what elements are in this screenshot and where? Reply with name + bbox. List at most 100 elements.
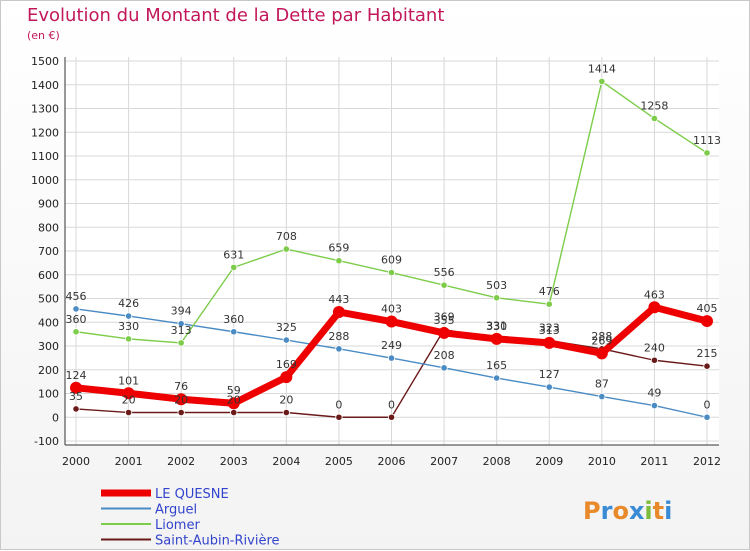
y-tick-label: 900: [38, 198, 59, 211]
data-label: 1113: [693, 134, 721, 147]
y-tick-label: -100: [34, 435, 59, 448]
y-tick-label: 1500: [31, 55, 59, 68]
data-point: [703, 413, 711, 421]
y-tick-label: 500: [38, 293, 59, 306]
x-tick-label: 2006: [378, 455, 406, 468]
x-tick-label: 2007: [430, 455, 458, 468]
data-point: [72, 405, 80, 413]
data-point: [335, 257, 343, 265]
data-label: 313: [171, 324, 192, 337]
data-label: 76: [174, 380, 188, 393]
data-point: [598, 392, 606, 401]
data-label: 394: [171, 305, 192, 318]
data-label: 330: [486, 320, 507, 333]
data-point: [387, 354, 396, 362]
data-label: 249: [381, 339, 402, 352]
legend-label: Arguel: [155, 503, 197, 518]
proxiti-logo: Proxiti: [583, 497, 672, 525]
data-label: 0: [335, 398, 342, 411]
data-point: [230, 263, 238, 271]
data-point: [175, 393, 188, 406]
legend-label: Liomer: [155, 518, 200, 533]
y-tick-label: 200: [38, 364, 59, 377]
data-point: [701, 315, 713, 328]
data-point: [280, 371, 293, 384]
data-label: 360: [66, 313, 87, 326]
y-tick-label: 800: [38, 221, 59, 234]
data-label: 49: [647, 387, 661, 400]
data-point: [122, 387, 135, 400]
x-tick-label: 2009: [535, 455, 563, 468]
data-label: 659: [328, 242, 349, 255]
data-label: 503: [486, 279, 507, 292]
data-label: 556: [434, 266, 455, 279]
data-label: 215: [697, 347, 718, 360]
data-label: 87: [595, 378, 609, 391]
data-label: 101: [118, 374, 139, 387]
data-label: 35: [69, 390, 83, 403]
data-point: [440, 364, 448, 372]
y-tick-label: 100: [38, 388, 59, 401]
data-point: [595, 347, 608, 360]
data-point: [543, 336, 556, 349]
data-label: 20: [227, 394, 241, 407]
x-tick-label: 2008: [483, 455, 511, 468]
data-label: 456: [66, 290, 87, 303]
data-label: 369: [434, 311, 455, 324]
data-label: 127: [539, 368, 560, 381]
data-label: 20: [279, 394, 293, 407]
x-tick-label: 2011: [640, 455, 668, 468]
y-tick-label: 1200: [31, 126, 59, 139]
data-label: 323: [539, 322, 560, 335]
data-label: 355: [434, 314, 455, 327]
y-tick-label: 1300: [31, 103, 59, 116]
data-point: [440, 281, 448, 289]
data-point: [335, 413, 343, 421]
data-label: 426: [118, 297, 139, 310]
data-label: 165: [486, 359, 507, 372]
x-tick-label: 2012: [693, 455, 721, 468]
x-tick-label: 2000: [62, 455, 90, 468]
data-label: 443: [328, 293, 349, 306]
y-tick-label: 700: [38, 245, 59, 258]
data-point: [227, 397, 240, 410]
x-tick-label: 2001: [115, 455, 143, 468]
data-label: 1414: [588, 62, 616, 75]
legend-label: Saint-Aubin-Rivière: [155, 534, 280, 549]
data-point: [438, 326, 451, 339]
data-label: 288: [591, 330, 612, 343]
data-label: 0: [704, 398, 711, 411]
data-point: [230, 408, 238, 417]
y-tick-label: 400: [38, 316, 59, 329]
y-tick-label: 0: [52, 411, 59, 424]
chart-unit: (en €): [27, 29, 60, 42]
data-point: [124, 312, 133, 320]
legend-label: LE QUESNE: [155, 487, 229, 502]
data-point: [703, 362, 711, 370]
data-point: [177, 408, 185, 417]
data-label: 240: [644, 341, 665, 354]
data-label: 1258: [640, 99, 668, 112]
data-point: [545, 300, 553, 308]
data-label: 360: [223, 313, 244, 326]
y-tick-label: 1100: [31, 150, 59, 163]
data-point: [703, 149, 711, 157]
data-label: 463: [644, 288, 665, 301]
data-point: [545, 383, 553, 391]
data-label: 325: [276, 321, 297, 334]
data-label: 59: [227, 384, 241, 397]
data-label: 476: [539, 285, 560, 298]
data-point: [650, 114, 659, 123]
data-point: [230, 328, 238, 336]
data-point: [124, 335, 133, 343]
data-point: [387, 269, 396, 277]
data-label: 288: [328, 330, 349, 343]
data-point: [598, 77, 606, 86]
data-label: 609: [381, 254, 402, 267]
data-point: [490, 332, 503, 345]
data-point: [70, 381, 82, 394]
data-label: 313: [539, 324, 560, 337]
data-label: 403: [381, 303, 402, 316]
